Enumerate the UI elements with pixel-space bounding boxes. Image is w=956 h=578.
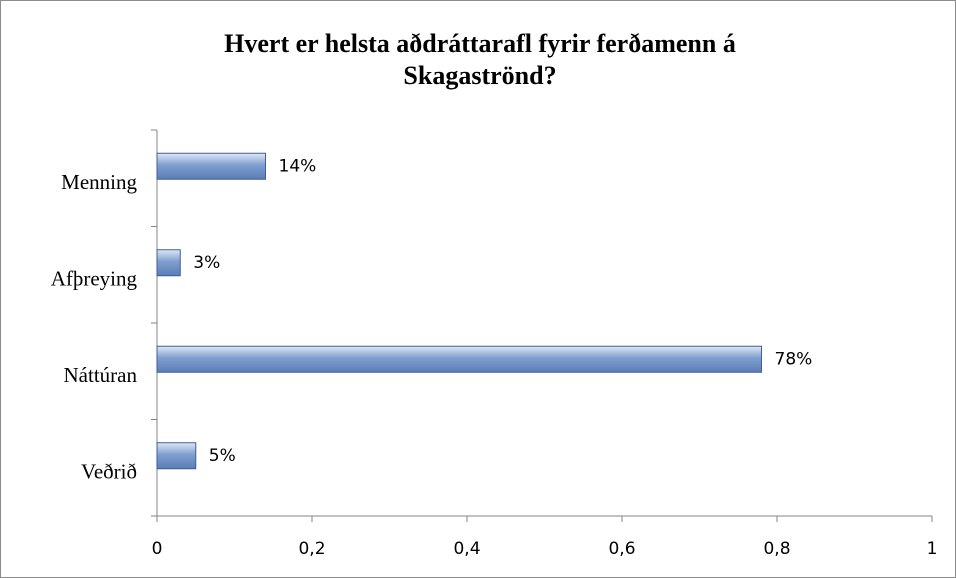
chart-title: Hvert er helsta aðdráttarafl fyrir ferða…: [224, 29, 736, 90]
bar: [156, 249, 181, 277]
x-tick-label: 1: [927, 539, 938, 559]
x-tick-label: 0,6: [608, 539, 635, 559]
y-tick-label: Afþreying: [51, 267, 138, 291]
x-tick-label: 0,4: [453, 539, 480, 559]
y-tick-label: Menning: [61, 170, 137, 194]
bar: [156, 152, 266, 180]
y-tick-label: Veðrið: [81, 460, 137, 484]
bar: [156, 442, 197, 470]
value-label: 5%: [209, 446, 236, 466]
value-label: 3%: [193, 253, 220, 273]
value-label: 78%: [775, 349, 813, 369]
y-tick-label: Náttúran: [64, 363, 138, 387]
x-tick-label: 0,8: [763, 539, 790, 559]
value-label: 14%: [279, 156, 317, 176]
x-tick-label: 0: [152, 539, 163, 559]
bar: [156, 345, 762, 373]
x-tick-label: 0,2: [298, 539, 325, 559]
